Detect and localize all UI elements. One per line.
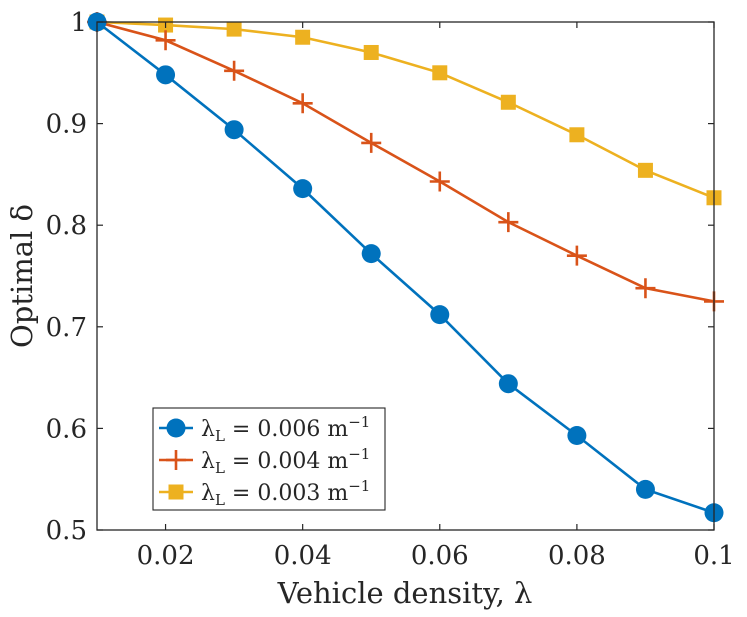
series-3-point	[637, 162, 653, 178]
axes-box	[96, 21, 715, 531]
legend-marker	[166, 418, 186, 438]
legend-item: λL = 0.003 m−1	[159, 477, 370, 509]
legend-label: λL = 0.006 m−1	[201, 413, 370, 445]
series-1-point	[224, 120, 244, 140]
legend: λL = 0.006 m−1λL = 0.004 m−1λL = 0.003 m…	[152, 407, 386, 511]
series-2-point	[566, 245, 587, 266]
series-2-line	[96, 20, 715, 303]
legend-marker	[166, 450, 186, 470]
y-axis-label: Optimal δ	[5, 204, 39, 348]
legend-item: λL = 0.004 m−1	[159, 445, 370, 477]
series-1-point	[430, 305, 450, 325]
series-1-point	[156, 65, 176, 85]
series-1-point	[498, 374, 518, 394]
series-3-point	[500, 94, 516, 110]
y-tick-label: 0.7	[46, 313, 87, 343]
series-3-point	[226, 21, 242, 37]
legend-label: λL = 0.004 m−1	[201, 445, 370, 477]
series-3-point	[569, 127, 585, 143]
series-2-point	[292, 93, 313, 114]
series-2-point	[155, 30, 176, 51]
y-tick-label: 0.5	[46, 516, 87, 546]
x-tick-label: 0.06	[411, 541, 469, 571]
legend-item: λL = 0.006 m−1	[159, 413, 370, 445]
x-tick-label: 0.02	[137, 541, 195, 571]
series-3-line	[96, 20, 715, 199]
legend-label: λL = 0.003 m−1	[201, 477, 370, 509]
series-3-point	[295, 29, 311, 45]
x-tick-label: 0.08	[548, 541, 606, 571]
series-1-point	[567, 426, 587, 446]
series-2-point	[498, 212, 519, 233]
series-3-point	[363, 44, 379, 60]
series-2-point	[635, 278, 656, 299]
legend-marker	[168, 484, 184, 500]
y-tick-label: 1	[70, 8, 87, 38]
x-axis-label: Vehicle density, λ	[277, 576, 533, 610]
series-3-point	[432, 65, 448, 81]
y-tick-label: 0.6	[46, 414, 87, 444]
y-tick-label: 0.9	[46, 110, 87, 140]
series-1-point	[635, 479, 655, 499]
x-tick-label: 0.1	[693, 541, 734, 571]
series-1-point	[361, 244, 381, 264]
series-2-point	[429, 171, 450, 192]
y-tick-label: 0.8	[46, 211, 87, 241]
series-1-line	[96, 20, 715, 514]
series-layer	[87, 12, 724, 523]
series-2-point	[361, 132, 382, 153]
series-1-point	[293, 179, 313, 199]
series-2-point	[224, 60, 245, 81]
axes-layer: 0.02 0.04 0.06 0.08 0.1 0.5 0.6 0.7 0.8 0.9 1	[46, 8, 735, 571]
x-tick-label: 0.04	[274, 541, 332, 571]
series-1	[87, 12, 724, 523]
